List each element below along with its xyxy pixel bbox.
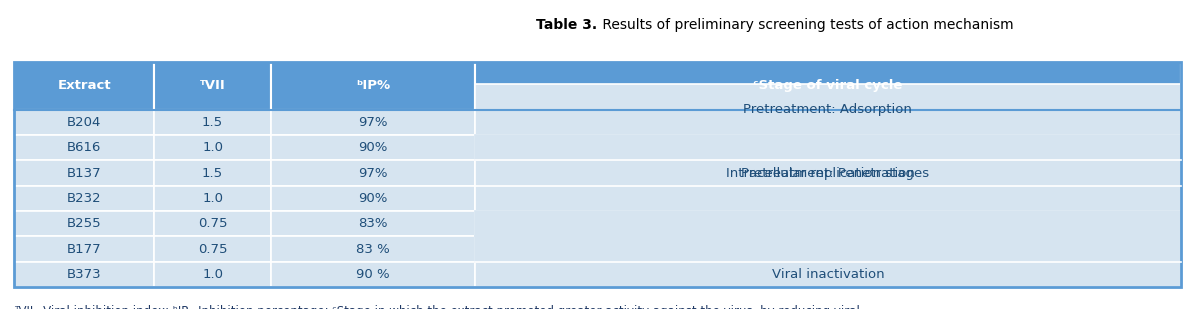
Text: ᶜStage of viral cycle: ᶜStage of viral cycle (753, 79, 902, 92)
Text: 0.75: 0.75 (198, 217, 227, 230)
Text: 1.5: 1.5 (202, 116, 223, 129)
Text: 90%: 90% (358, 192, 387, 205)
Bar (154, 160, 271, 186)
Text: B232: B232 (67, 192, 102, 205)
Text: 1.0: 1.0 (202, 268, 223, 281)
Bar (476, 62, 1181, 110)
Text: 1.5: 1.5 (202, 167, 223, 180)
Bar (154, 186, 271, 211)
Bar (14, 62, 154, 110)
Text: ᵇIP%: ᵇIP% (356, 79, 390, 92)
Bar (271, 236, 476, 262)
Bar (154, 262, 271, 287)
Text: B616: B616 (67, 141, 102, 154)
Bar (271, 110, 476, 135)
Bar (271, 211, 476, 236)
Text: B255: B255 (67, 217, 102, 230)
Bar (14, 135, 154, 160)
Text: 1.0: 1.0 (202, 192, 223, 205)
Text: B204: B204 (67, 116, 102, 129)
Bar (476, 236, 1181, 262)
Bar (271, 262, 476, 287)
Text: ᵀVII: ᵀVII (200, 79, 226, 92)
Text: B137: B137 (67, 167, 102, 180)
Bar (476, 135, 1181, 160)
Bar (14, 110, 154, 135)
Bar (154, 236, 271, 262)
Text: 97%: 97% (358, 116, 387, 129)
Bar (154, 211, 271, 236)
Bar (154, 135, 271, 160)
Text: Viral inactivation: Viral inactivation (772, 268, 884, 281)
Bar (14, 236, 154, 262)
Bar (476, 84, 1181, 135)
Text: 0.75: 0.75 (198, 243, 227, 256)
Bar (476, 160, 1181, 186)
Text: Pretreatment: Penetration: Pretreatment: Penetration (741, 167, 915, 180)
Bar (476, 135, 1181, 160)
Text: 83 %: 83 % (356, 243, 390, 256)
Text: Results of preliminary screening tests of action mechanism: Results of preliminary screening tests o… (598, 18, 1013, 32)
Bar (271, 135, 476, 160)
Text: 83%: 83% (358, 217, 387, 230)
Bar (154, 110, 271, 135)
Bar (14, 186, 154, 211)
Text: Table 3.: Table 3. (537, 18, 598, 32)
Bar (271, 62, 476, 110)
Bar (476, 135, 1181, 211)
Bar (476, 262, 1181, 287)
Bar (14, 160, 154, 186)
Bar (154, 62, 271, 110)
Text: 97%: 97% (358, 167, 387, 180)
Text: 90 %: 90 % (356, 268, 390, 281)
Bar (476, 236, 1181, 262)
Bar (476, 211, 1181, 236)
Bar (14, 262, 154, 287)
Text: B373: B373 (67, 268, 102, 281)
Text: ᵀVII=Viral inhibition index; ᵇIP=Inhibition percentage; ᶜStage in which the extr: ᵀVII=Viral inhibition index; ᵇIP=Inhibit… (14, 305, 860, 309)
Text: B177: B177 (67, 243, 102, 256)
Text: 90%: 90% (358, 141, 387, 154)
Bar (476, 211, 1181, 236)
Bar (14, 211, 154, 236)
Text: 1.0: 1.0 (202, 141, 223, 154)
Text: Pretreatment: Adsorption: Pretreatment: Adsorption (743, 103, 912, 116)
Bar (271, 160, 476, 186)
Text: Extract: Extract (57, 79, 111, 92)
Text: Intracellular replication stages: Intracellular replication stages (727, 167, 930, 180)
Bar (271, 186, 476, 211)
Bar (14, 62, 1181, 287)
